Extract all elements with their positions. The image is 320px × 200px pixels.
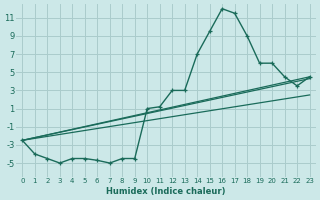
X-axis label: Humidex (Indice chaleur): Humidex (Indice chaleur) xyxy=(106,187,226,196)
